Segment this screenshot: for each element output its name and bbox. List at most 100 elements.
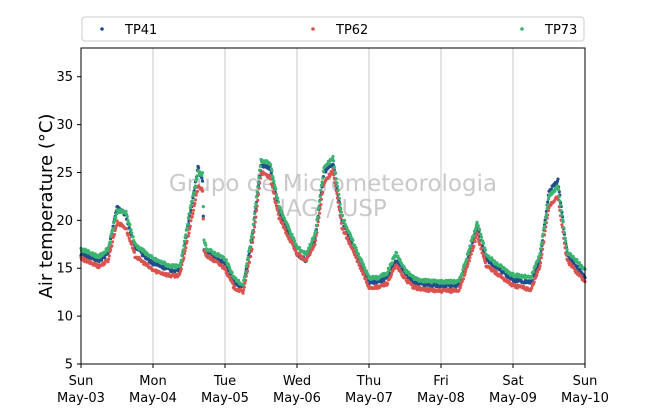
data-point-tp62	[362, 273, 366, 277]
data-point-tp62	[317, 211, 322, 215]
data-point-tp73	[390, 261, 394, 265]
legend-label-tp62: TP62	[335, 23, 368, 38]
data-point-tp62	[538, 264, 542, 268]
data-point-tp73	[314, 223, 318, 227]
data-point-tp62	[476, 237, 480, 241]
data-point-tp62	[276, 208, 280, 212]
data-point-tp62	[281, 222, 285, 226]
data-point-tp62	[233, 284, 237, 288]
data-point-tp62	[254, 208, 259, 212]
data-point-tp62	[476, 233, 480, 237]
data-point-tp62	[330, 170, 334, 174]
data-point-tp73	[290, 232, 294, 237]
data-point-tp62	[507, 279, 511, 283]
data-point-tp62	[127, 233, 131, 237]
x-tick-label-date: May-10	[561, 391, 609, 406]
data-point-tp73	[363, 266, 367, 270]
data-point-tp73	[195, 177, 199, 181]
data-point-tp73	[312, 234, 316, 238]
data-point-tp62	[276, 212, 280, 216]
data-point-tp62	[575, 270, 579, 274]
data-point-tp62	[200, 186, 204, 190]
data-point-tp73	[539, 247, 543, 251]
x-tick-label-date: May-05	[201, 391, 249, 406]
data-point-tp73	[310, 240, 314, 244]
data-point-tp62	[241, 291, 245, 295]
data-point-tp62	[539, 261, 543, 265]
data-point-tp73	[465, 257, 469, 261]
data-point-tp62	[339, 221, 343, 225]
y-tick-label: 15	[56, 262, 73, 277]
data-point-tp73	[335, 181, 339, 185]
data-point-tp73	[84, 248, 88, 252]
data-point-tp73	[244, 264, 248, 269]
data-point-tp73	[200, 173, 204, 178]
data-point-tp73	[565, 247, 569, 252]
data-point-tp73	[564, 239, 568, 243]
data-point-tp62	[107, 257, 111, 261]
data-point-tp73	[481, 241, 485, 245]
data-point-tp62	[314, 238, 318, 242]
data-point-tp73	[475, 220, 479, 224]
data-point-tp73	[236, 278, 241, 282]
data-point-tp62	[474, 236, 478, 240]
data-point-tp73	[111, 226, 115, 231]
data-point-tp73	[188, 206, 192, 210]
y-tick-label: 25	[56, 166, 73, 181]
data-point-tp73	[361, 262, 365, 267]
data-point-tp73	[185, 226, 189, 230]
data-point-tp73	[274, 193, 278, 197]
data-point-tp62	[191, 212, 195, 216]
legend-label-tp41: TP41	[124, 23, 157, 38]
x-tick-label-day: Sun	[573, 374, 598, 389]
data-point-tp62	[247, 260, 251, 264]
data-point-tp73	[192, 191, 196, 195]
y-axis-title: Air temperature (°C)	[36, 114, 57, 299]
data-point-tp62	[189, 219, 193, 223]
data-point-tp62	[465, 264, 469, 269]
data-point-tp73	[255, 190, 259, 194]
x-tick-label-day: Thu	[356, 374, 381, 389]
data-point-tp62	[256, 193, 260, 197]
data-point-tp73	[472, 233, 476, 237]
data-point-tp62	[190, 215, 194, 219]
data-point-tp73	[252, 217, 256, 221]
data-point-tp62	[179, 267, 183, 271]
data-point-tp73	[317, 205, 321, 209]
data-point-tp62	[115, 219, 119, 223]
data-point-tp73	[108, 240, 112, 244]
data-point-tp73	[241, 283, 245, 287]
data-point-tp73	[234, 276, 238, 280]
data-point-tp73	[256, 185, 260, 189]
data-point-tp62	[278, 216, 282, 220]
legend-marker-tp41	[100, 27, 104, 31]
data-point-tp73	[483, 248, 487, 252]
data-point-tp62	[200, 189, 205, 193]
data-point-tp73	[242, 278, 246, 282]
data-point-tp62	[195, 189, 199, 193]
data-point-tp73	[189, 203, 193, 207]
data-point-tp41	[111, 224, 115, 228]
data-point-tp73	[334, 171, 338, 175]
data-point-tp73	[230, 271, 234, 275]
x-tick-label-date: May-09	[489, 391, 537, 406]
x-tick-label-day: Tue	[213, 374, 236, 389]
data-point-tp73	[335, 184, 340, 188]
data-point-tp73	[193, 184, 197, 188]
data-point-tp73	[103, 251, 107, 255]
data-point-tp62	[209, 255, 213, 260]
data-point-tp62	[271, 185, 275, 189]
data-point-tp73	[182, 239, 187, 243]
data-point-tp73	[181, 248, 185, 252]
data-point-tp73	[274, 187, 278, 191]
data-point-tp73	[201, 205, 205, 209]
data-point-tp41	[382, 278, 386, 283]
data-point-tp62	[254, 215, 258, 219]
data-point-tp62	[130, 242, 134, 246]
legend: TP41 TP62 TP73	[81, 16, 585, 42]
data-point-tp62	[114, 226, 118, 230]
data-point-tp62	[146, 263, 150, 267]
legend-items: TP41 TP62 TP73	[100, 23, 577, 38]
data-point-tp62	[272, 197, 277, 201]
data-point-tp62	[112, 232, 116, 237]
